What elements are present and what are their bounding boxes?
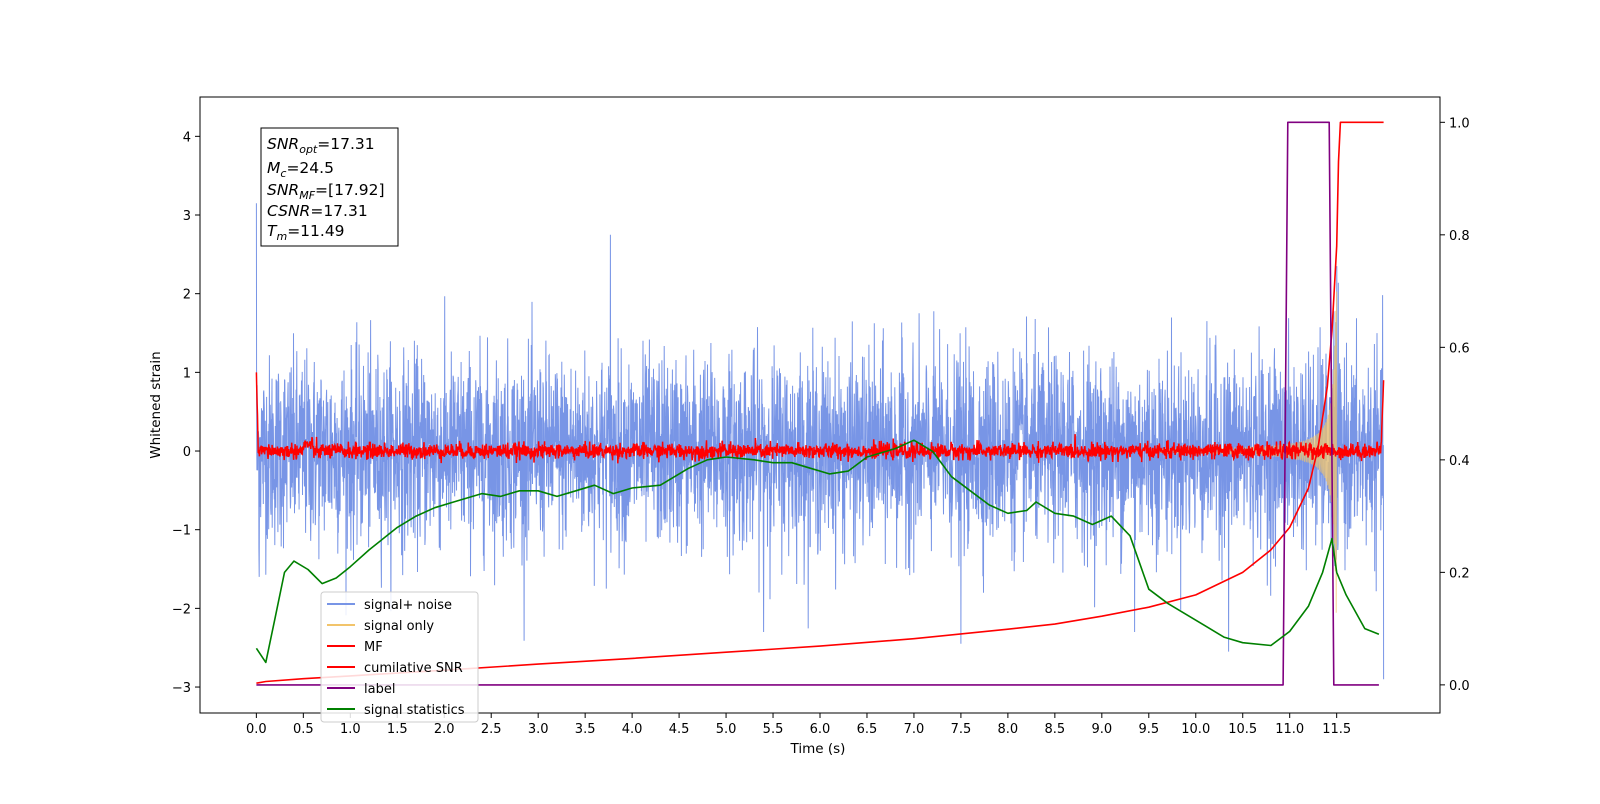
annotation-mc: Mc=24.5 xyxy=(267,159,334,180)
y-tick-label: −2 xyxy=(172,602,191,617)
legend-label-label: label xyxy=(364,682,395,697)
legend-label-signal-statistics: signal statistics xyxy=(364,703,465,718)
series-line-label xyxy=(256,121,1379,686)
y-tick-label: −1 xyxy=(172,524,191,539)
x-tick-label: 3.5 xyxy=(575,722,596,737)
y2-tick-label: 1.0 xyxy=(1449,116,1470,131)
y2-tick-label: 0.8 xyxy=(1449,229,1470,244)
annotation-tm: Tm=11.49 xyxy=(267,222,345,243)
x-tick-label: 9.5 xyxy=(1138,722,1159,737)
y-axis-label: Whitened strain xyxy=(148,351,164,458)
x-axis: 0.0 0.5 1.0 1.5 2.0 2.5 3.0 3.5 4.0 4.5 5.0 5.5 6.0 6… xyxy=(246,713,1351,737)
series-line-signal-noise xyxy=(255,203,1385,680)
x-tick-label: 1.5 xyxy=(387,722,408,737)
x-tick-label: 8.5 xyxy=(1045,722,1066,737)
x-tick-label: 2.5 xyxy=(481,722,502,737)
legend-frame xyxy=(320,591,479,723)
y-tick-label: 0 xyxy=(183,445,191,460)
legend-label-signal-noise: signal+ noise xyxy=(364,598,452,613)
x-tick-label: 7.0 xyxy=(904,722,925,737)
x-tick-label: 11.5 xyxy=(1322,722,1351,737)
x-tick-label: 10.5 xyxy=(1228,722,1257,737)
y-tick-label: 3 xyxy=(183,209,191,224)
legend-label-signal-only: signal only xyxy=(364,619,434,634)
annotation-box: SNRopt=17.31 Mc=24.5 SNRMF=[17.92] CSNR=… xyxy=(260,127,399,247)
x-tick-label: 1.0 xyxy=(340,722,361,737)
y2-tick-label: 0.2 xyxy=(1449,566,1470,581)
y-axis-right: 0.0 0.2 0.4 0.6 0.8 1.0 xyxy=(1440,116,1470,694)
x-tick-label: 11.0 xyxy=(1275,722,1304,737)
x-axis-label: Time (s) xyxy=(790,741,846,757)
x-tick-label: 6.0 xyxy=(810,722,831,737)
y-axis-left: −3 −2 −1 0 1 2 3 4 xyxy=(172,130,200,696)
x-tick-label: 2.0 xyxy=(434,722,455,737)
x-tick-label: 8.0 xyxy=(998,722,1019,737)
x-tick-label: 4.0 xyxy=(622,722,643,737)
annotation-frame xyxy=(260,127,399,247)
y2-tick-label: 0.6 xyxy=(1449,341,1470,356)
y-tick-label: 1 xyxy=(183,366,191,381)
legend-label-cumulative-snr: cumilative SNR xyxy=(364,661,463,676)
y-tick-label: 2 xyxy=(183,288,191,303)
legend: signal+ noise signal only MF cumilative … xyxy=(320,591,479,723)
x-tick-label: 7.5 xyxy=(951,722,972,737)
y-tick-label: −3 xyxy=(172,681,191,696)
x-tick-label: 4.5 xyxy=(669,722,690,737)
y2-tick-label: 0.4 xyxy=(1449,454,1470,469)
x-tick-label: 3.0 xyxy=(528,722,549,737)
x-tick-label: 5.0 xyxy=(716,722,737,737)
annotation-csnr: CSNR=17.31 xyxy=(267,202,368,220)
y2-tick-label: 0.0 xyxy=(1449,679,1470,694)
x-tick-label: 0.5 xyxy=(293,722,314,737)
legend-label-mf: MF xyxy=(364,640,383,655)
series-line-mf xyxy=(255,372,1385,464)
x-tick-label: 10.0 xyxy=(1181,722,1210,737)
x-tick-label: 5.5 xyxy=(763,722,784,737)
annotation-snr-opt: SNRopt=17.31 xyxy=(267,135,375,156)
x-tick-label: 0.0 xyxy=(246,722,267,737)
x-tick-label: 9.0 xyxy=(1091,722,1112,737)
annotation-snr-mf: SNRMF=[17.92] xyxy=(267,181,385,202)
series-line-signal-statistics xyxy=(255,439,1380,664)
y-tick-label: 4 xyxy=(183,130,191,145)
x-tick-label: 6.5 xyxy=(857,722,878,737)
